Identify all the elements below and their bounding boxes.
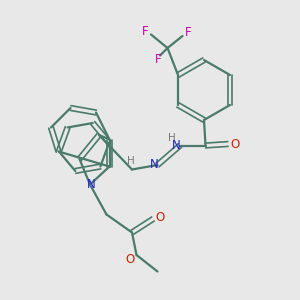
Text: O: O	[155, 211, 164, 224]
Text: H: H	[127, 156, 134, 166]
Text: O: O	[230, 137, 239, 151]
Text: F: F	[184, 26, 191, 40]
Text: H: H	[168, 133, 176, 143]
Text: N: N	[149, 158, 158, 172]
Text: N: N	[87, 178, 96, 191]
Text: N: N	[172, 139, 181, 152]
Text: F: F	[142, 25, 149, 38]
Text: O: O	[126, 253, 135, 266]
Text: F: F	[154, 52, 161, 66]
